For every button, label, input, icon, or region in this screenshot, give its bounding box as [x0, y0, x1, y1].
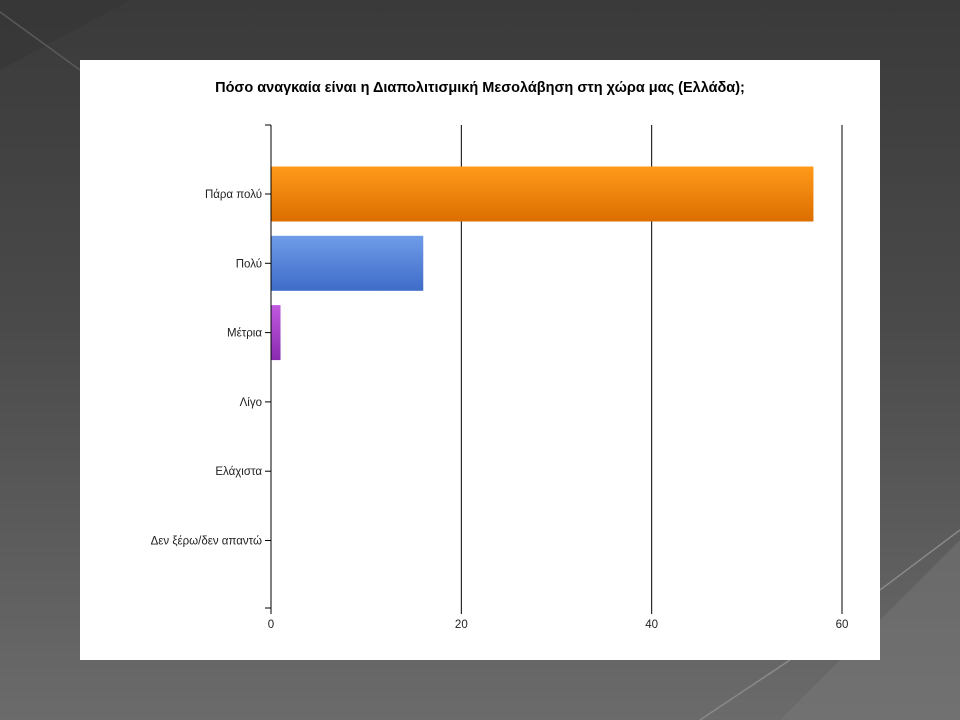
category-label-3: Λίγο — [240, 397, 262, 409]
category-label-1: Πολύ — [236, 258, 262, 270]
chart-title: Πόσο αναγκαία είναι η Διαπολιτισμική Μεσ… — [215, 80, 745, 96]
bar-chart: Πάρα πολύ Πολύ Μέτρια Λίγο Ελάχιστα Δεν ξέρω/… — [151, 124, 849, 631]
bar-0 — [271, 166, 814, 222]
x-tick-label-0: 0 — [268, 619, 274, 631]
category-label-0: Πάρα πολύ — [205, 189, 262, 201]
chart-panel: Πόσο αναγκαία είναι η Διαπολιτισμική Μεσ… — [80, 60, 880, 660]
x-tick-label-20: 20 — [455, 619, 468, 631]
bar-2 — [271, 305, 281, 361]
category-label-2: Μέτρια — [227, 328, 262, 340]
category-label-4: Ελάχιστα — [215, 466, 262, 478]
bar-1 — [271, 235, 424, 291]
category-label-5: Δεν ξέρω/δεν απαντώ — [151, 536, 262, 548]
x-tick-label-60: 60 — [836, 619, 849, 631]
x-tick-label-40: 40 — [645, 619, 658, 631]
